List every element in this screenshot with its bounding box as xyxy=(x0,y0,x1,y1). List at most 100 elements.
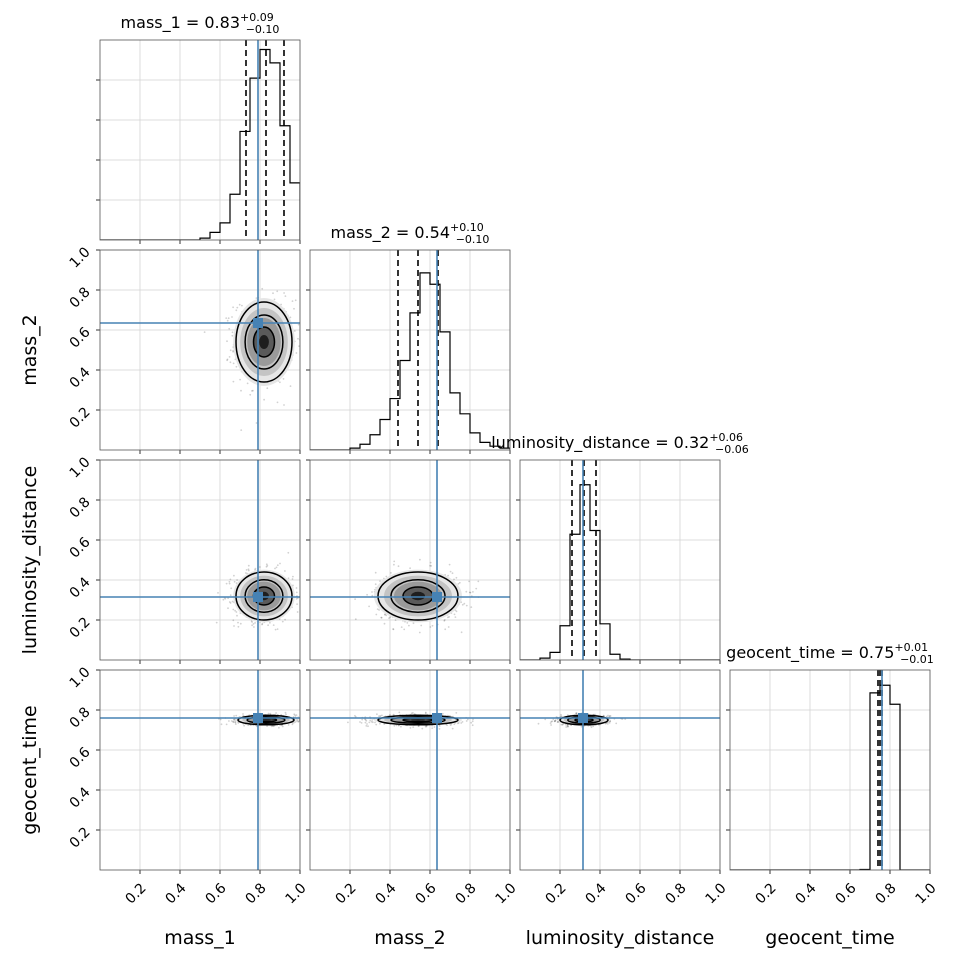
sample-point xyxy=(220,723,223,726)
x-tick-label: 0.4 xyxy=(583,880,610,907)
sample-point xyxy=(608,715,611,718)
sample-point xyxy=(259,566,261,568)
sample-point xyxy=(267,712,270,715)
axes-frame-1-1 xyxy=(309,249,511,451)
sample-point xyxy=(472,718,474,721)
truth-marker xyxy=(253,713,263,723)
sample-point xyxy=(395,724,398,727)
panel-2-2 xyxy=(516,460,721,664)
sample-point xyxy=(385,614,388,617)
sample-point xyxy=(232,619,235,622)
sample-point xyxy=(559,715,562,718)
sample-point xyxy=(454,616,457,618)
y-tick-label: 1.0 xyxy=(67,664,94,691)
sample-point xyxy=(455,576,458,579)
sample-point xyxy=(566,724,569,727)
sample-point xyxy=(234,721,237,723)
x-tick-label: 0.8 xyxy=(453,880,480,907)
sample-point xyxy=(392,628,394,630)
sample-point xyxy=(400,626,403,628)
sample-point xyxy=(303,721,305,723)
sample-point xyxy=(471,724,474,727)
contour-line xyxy=(244,314,284,370)
sample-point xyxy=(392,628,395,631)
sample-point xyxy=(375,723,378,726)
sample-point xyxy=(229,349,232,352)
sample-point xyxy=(254,569,256,571)
sample-point xyxy=(255,422,258,424)
sample-point xyxy=(449,570,452,573)
sample-point xyxy=(294,714,296,717)
title-upper-error: +0.01 xyxy=(894,641,928,654)
sample-point xyxy=(246,382,249,385)
sample-point xyxy=(376,713,378,716)
y-tick-label: 0.4 xyxy=(67,574,94,601)
sample-point xyxy=(291,723,294,726)
x-tick-label: 0.8 xyxy=(663,880,690,907)
y-tick-label: 0.8 xyxy=(67,494,94,521)
sample-point xyxy=(240,429,243,431)
sample-point xyxy=(398,711,401,714)
sample-point xyxy=(231,331,234,334)
sample-point xyxy=(242,713,244,715)
sample-point xyxy=(556,720,559,723)
sample-point xyxy=(283,292,285,294)
y-tick-label: 0.2 xyxy=(67,404,94,431)
sample-point xyxy=(564,723,567,726)
sample-point xyxy=(217,592,219,594)
sample-point xyxy=(279,562,281,565)
title-luminosity_distance: luminosity_distance = 0.32+0.06 −0.06 xyxy=(491,431,749,456)
sample-point xyxy=(237,621,239,624)
axes-frame-2-0 xyxy=(99,459,301,661)
sample-point xyxy=(424,711,427,714)
sample-point xyxy=(394,619,397,621)
sample-point xyxy=(461,721,464,723)
sample-point xyxy=(276,564,279,567)
sample-point xyxy=(261,287,264,290)
sample-point xyxy=(272,725,275,728)
sample-point xyxy=(470,606,473,608)
sample-point xyxy=(295,591,298,594)
x-tick-label: 1.0 xyxy=(493,880,520,907)
sample-point xyxy=(374,571,377,574)
truth-marker xyxy=(253,318,263,328)
sample-point xyxy=(253,626,255,628)
x-tick-label: 0.6 xyxy=(623,880,650,907)
x-tick-label: 0.4 xyxy=(373,880,400,907)
sample-point xyxy=(615,722,618,725)
title-upper-error: +0.10 xyxy=(450,221,484,234)
y-tick-label: 0.4 xyxy=(67,784,94,811)
sample-point xyxy=(226,340,228,343)
sample-point xyxy=(296,603,298,605)
sample-point xyxy=(233,715,236,717)
sample-point xyxy=(275,566,278,569)
sample-point xyxy=(565,726,568,728)
sample-point xyxy=(412,622,415,625)
sample-point xyxy=(289,316,292,319)
title-mass_1: mass_1 = 0.83+0.09 −0.10 xyxy=(121,11,280,36)
sample-point xyxy=(560,713,562,716)
sample-point xyxy=(449,724,452,726)
sample-point xyxy=(468,591,471,594)
sample-point xyxy=(465,604,468,607)
sample-point xyxy=(380,616,383,619)
sample-point xyxy=(241,304,243,307)
panel-3-1 xyxy=(306,669,511,874)
sample-point xyxy=(227,607,229,610)
sample-point xyxy=(232,362,235,365)
sample-point xyxy=(233,625,235,627)
sample-point xyxy=(300,718,302,720)
sample-point xyxy=(421,727,424,730)
x-tick-label: 1.0 xyxy=(283,880,310,907)
sample-point xyxy=(448,563,451,566)
sample-point xyxy=(243,724,246,727)
y-axis-label-mass_2: mass_2 xyxy=(19,314,41,386)
contour-line xyxy=(244,579,284,613)
sample-point xyxy=(272,624,275,626)
sample-point xyxy=(590,726,593,729)
axes-frame-3-3 xyxy=(729,669,931,871)
sample-point xyxy=(389,714,391,716)
sample-point xyxy=(247,724,250,727)
sample-point xyxy=(283,404,285,406)
sample-point xyxy=(566,725,569,728)
